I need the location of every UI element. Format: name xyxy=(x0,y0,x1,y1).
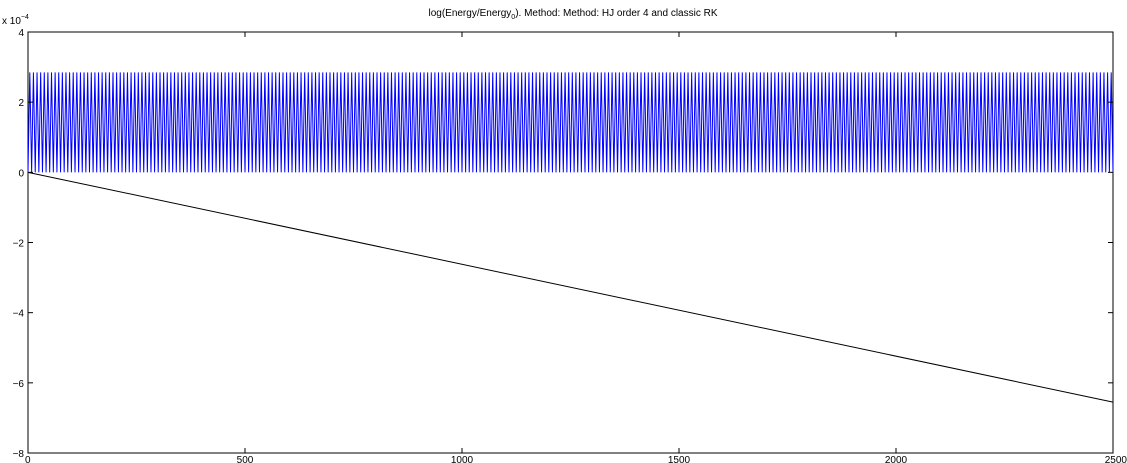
y-multiplier: x 10−4 xyxy=(2,14,29,27)
y-tick-label: 2 xyxy=(18,98,24,109)
chart-title-prefix: log(Energy/Energy xyxy=(428,8,511,19)
y-multiplier-base: x 10 xyxy=(2,16,21,27)
x-tick-label: 0 xyxy=(25,455,31,463)
y-multiplier-exponent: −4 xyxy=(21,14,29,21)
plot-area: 0 500 1000 1500 2000 2500 4 2 0 −2 −4 −6 −8 xyxy=(13,28,1127,463)
y-tick-label: −4 xyxy=(13,309,25,320)
x-tick-label: 2000 xyxy=(885,455,908,463)
x-tick-label: 500 xyxy=(237,455,254,463)
series-energy-drift-line xyxy=(27,171,1114,403)
chart-title-subscript: 0 xyxy=(511,14,515,21)
series-energy-oscillation-line xyxy=(27,72,1114,173)
y-tick-label: −8 xyxy=(13,449,25,460)
tick-layer: 0 500 1000 1500 2000 2500 4 2 0 −2 −4 −6 −8 xyxy=(13,28,1127,463)
x-tick-label: 2500 xyxy=(1105,455,1127,463)
x-tick-label: 1500 xyxy=(668,455,691,463)
chart-title: log(Energy/Energy0). Method: Method: HJ … xyxy=(428,8,717,21)
chart-title-suffix: ). Method: Method: HJ order 4 and classi… xyxy=(515,8,718,19)
y-tick-label: −2 xyxy=(13,239,25,250)
y-tick-label: 0 xyxy=(18,168,24,179)
series-layer xyxy=(27,72,1114,403)
x-tick-label: 1000 xyxy=(451,455,474,463)
y-tick-label: −6 xyxy=(13,379,25,390)
y-tick-label: 4 xyxy=(18,28,24,39)
